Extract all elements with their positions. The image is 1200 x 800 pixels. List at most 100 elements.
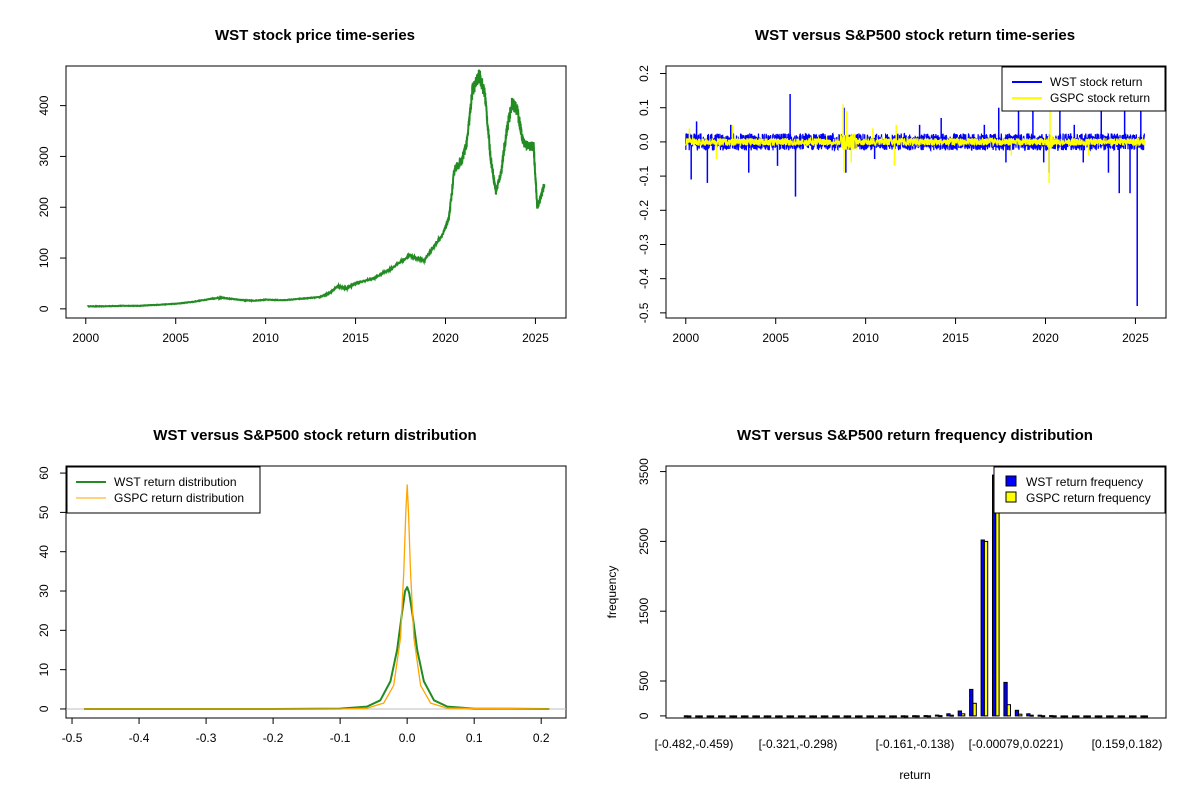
gspc-frequency-bar [824,715,829,718]
y-tick-label: 50 [37,505,51,519]
x-tick-label: -0.1 [330,731,351,745]
x-tick-label: 2025 [1122,331,1149,345]
x-axis: 2000 2005 2010 2015 2020 2025 [672,317,1149,345]
gspc-frequency-bar [881,715,886,718]
x-tick-label: -0.4 [129,731,150,745]
gspc-frequency-bar [801,715,806,718]
y-tick-label: 0.1 [637,99,651,116]
legend-box [66,466,261,514]
x-category-label: [-0.161,-0.138) [876,737,955,751]
chart-return-distribution: WST versus S&P500 stock return distribut… [37,427,567,745]
legend-swatch-gspc [1005,491,1017,503]
x-tick-label: 2015 [942,331,969,345]
x-category-label: [0.159,0.182) [1092,737,1163,751]
y-tick-label: 400 [37,95,51,115]
x-category-label: [-0.482,-0.459) [655,737,734,751]
x-category-label: [-0.00079,0.0221) [969,737,1064,751]
gspc-frequency-bar [1120,715,1126,718]
y-axis: -0.5 -0.4 -0.3 -0.2 -0.1 0.0 0.1 0.2 [637,65,667,323]
x-tick-label: 2005 [762,331,789,345]
y-tick-label: -0.1 [637,165,651,186]
gspc-frequency-bar [926,715,932,718]
gspc-frequency-bar [687,715,692,718]
return-spike-layer [685,94,1145,307]
x-tick-label: 2000 [672,331,699,345]
x-tick-label: 0.2 [533,731,550,745]
chart-title: WST versus S&P500 return frequency distr… [737,427,1093,444]
legend: WST return distribution GSPC return dist… [66,466,261,514]
gspc-frequency-bar [1132,715,1137,718]
y-tick-label: 20 [37,623,51,637]
wst-density-line [84,586,550,710]
y-tick-label: 10 [37,663,51,677]
x-axis-label: return [899,768,930,782]
y-tick-label: 500 [637,671,651,691]
gspc-frequency-bar [778,715,783,718]
gspc-frequency-bar [1143,715,1148,718]
x-axis: [-0.482,-0.459) [-0.321,-0.298) [-0.161,-0… [655,737,1163,751]
gspc-density-line [84,484,550,710]
y-tick-label: 0 [37,705,51,712]
x-category-label: [-0.321,-0.298) [759,737,838,751]
chart-price-timeseries: WST stock price time-series 2000 2005 2010… [37,27,567,345]
gspc-frequency-bar [1018,713,1023,717]
y-axis-label: frequency [605,566,619,619]
gspc-frequency-bar [1040,715,1046,718]
x-tick-label: 2010 [252,331,279,345]
y-tick-label: 3500 [637,458,651,485]
gspc-frequency-bar [1029,714,1034,717]
gspc-frequency-bar [915,715,920,718]
y-tick-label: -0.5 [637,302,651,323]
x-tick-label: 2000 [72,331,99,345]
gspc-frequency-bar [1052,715,1057,718]
legend: WST stock return GSPC stock return [1001,66,1166,112]
legend-label-wst: WST return frequency [1026,475,1143,489]
y-tick-label: 2500 [637,528,651,555]
gspc-frequency-bar [938,715,943,718]
x-tick-label: 2005 [162,331,189,345]
y-tick-label: 60 [37,466,51,480]
gspc-frequency-bar [892,715,897,718]
x-tick-label: 2020 [432,331,459,345]
price-line-layer [86,69,546,308]
x-tick-label: -0.5 [62,731,83,745]
gspc-frequency-bar [744,715,749,718]
wst-frequency-bar [1014,709,1020,717]
gspc-frequency-bar [812,715,818,718]
y-axis: 0 100 200 300 400 [37,95,67,312]
legend-label-gspc: GSPC stock return [1050,91,1150,105]
legend: WST return frequency GSPC return frequen… [993,466,1166,514]
y-tick-label: 300 [37,146,51,166]
chart-title: WST versus S&P500 stock return distribut… [153,427,476,444]
legend-swatch-wst [1005,475,1017,487]
x-axis: -0.5 -0.4 -0.3 -0.2 -0.1 0.0 0.1 0.2 [62,717,550,745]
y-tick-label: 0.0 [637,133,651,150]
gspc-frequency-bar [1086,715,1091,718]
density-line-layer [84,484,550,710]
gspc-frequency-bar [721,715,726,718]
histogram-bar-layer [683,471,1148,718]
legend-label-wst: WST stock return [1050,75,1142,89]
y-tick-label: -0.2 [637,200,651,221]
x-tick-label: 0.1 [466,731,483,745]
y-axis: 0 500 1500 2500 3500 [637,458,667,719]
y-tick-label: 200 [37,197,51,217]
gspc-frequency-bar [983,540,989,717]
price-line [86,69,546,308]
x-axis: 2000 2005 2010 2015 2020 2025 [72,317,549,345]
gspc-frequency-bar [972,702,977,717]
gspc-frequency-bar [949,714,954,717]
x-tick-label: -0.2 [263,731,284,745]
legend-label-gspc: GSPC return frequency [1026,491,1151,505]
x-tick-label: 2010 [852,331,879,345]
legend-box [993,466,1166,514]
gspc-frequency-bar [1098,715,1103,718]
gspc-frequency-bar [1109,715,1114,718]
wst-frequency-bar [969,688,974,717]
gspc-frequency-bar [1063,715,1069,718]
gspc-frequency-bar [789,715,795,718]
legend-label-gspc: GSPC return distribution [114,491,244,505]
gspc-frequency-bar [869,715,875,718]
gspc-frequency-bar [904,715,909,718]
